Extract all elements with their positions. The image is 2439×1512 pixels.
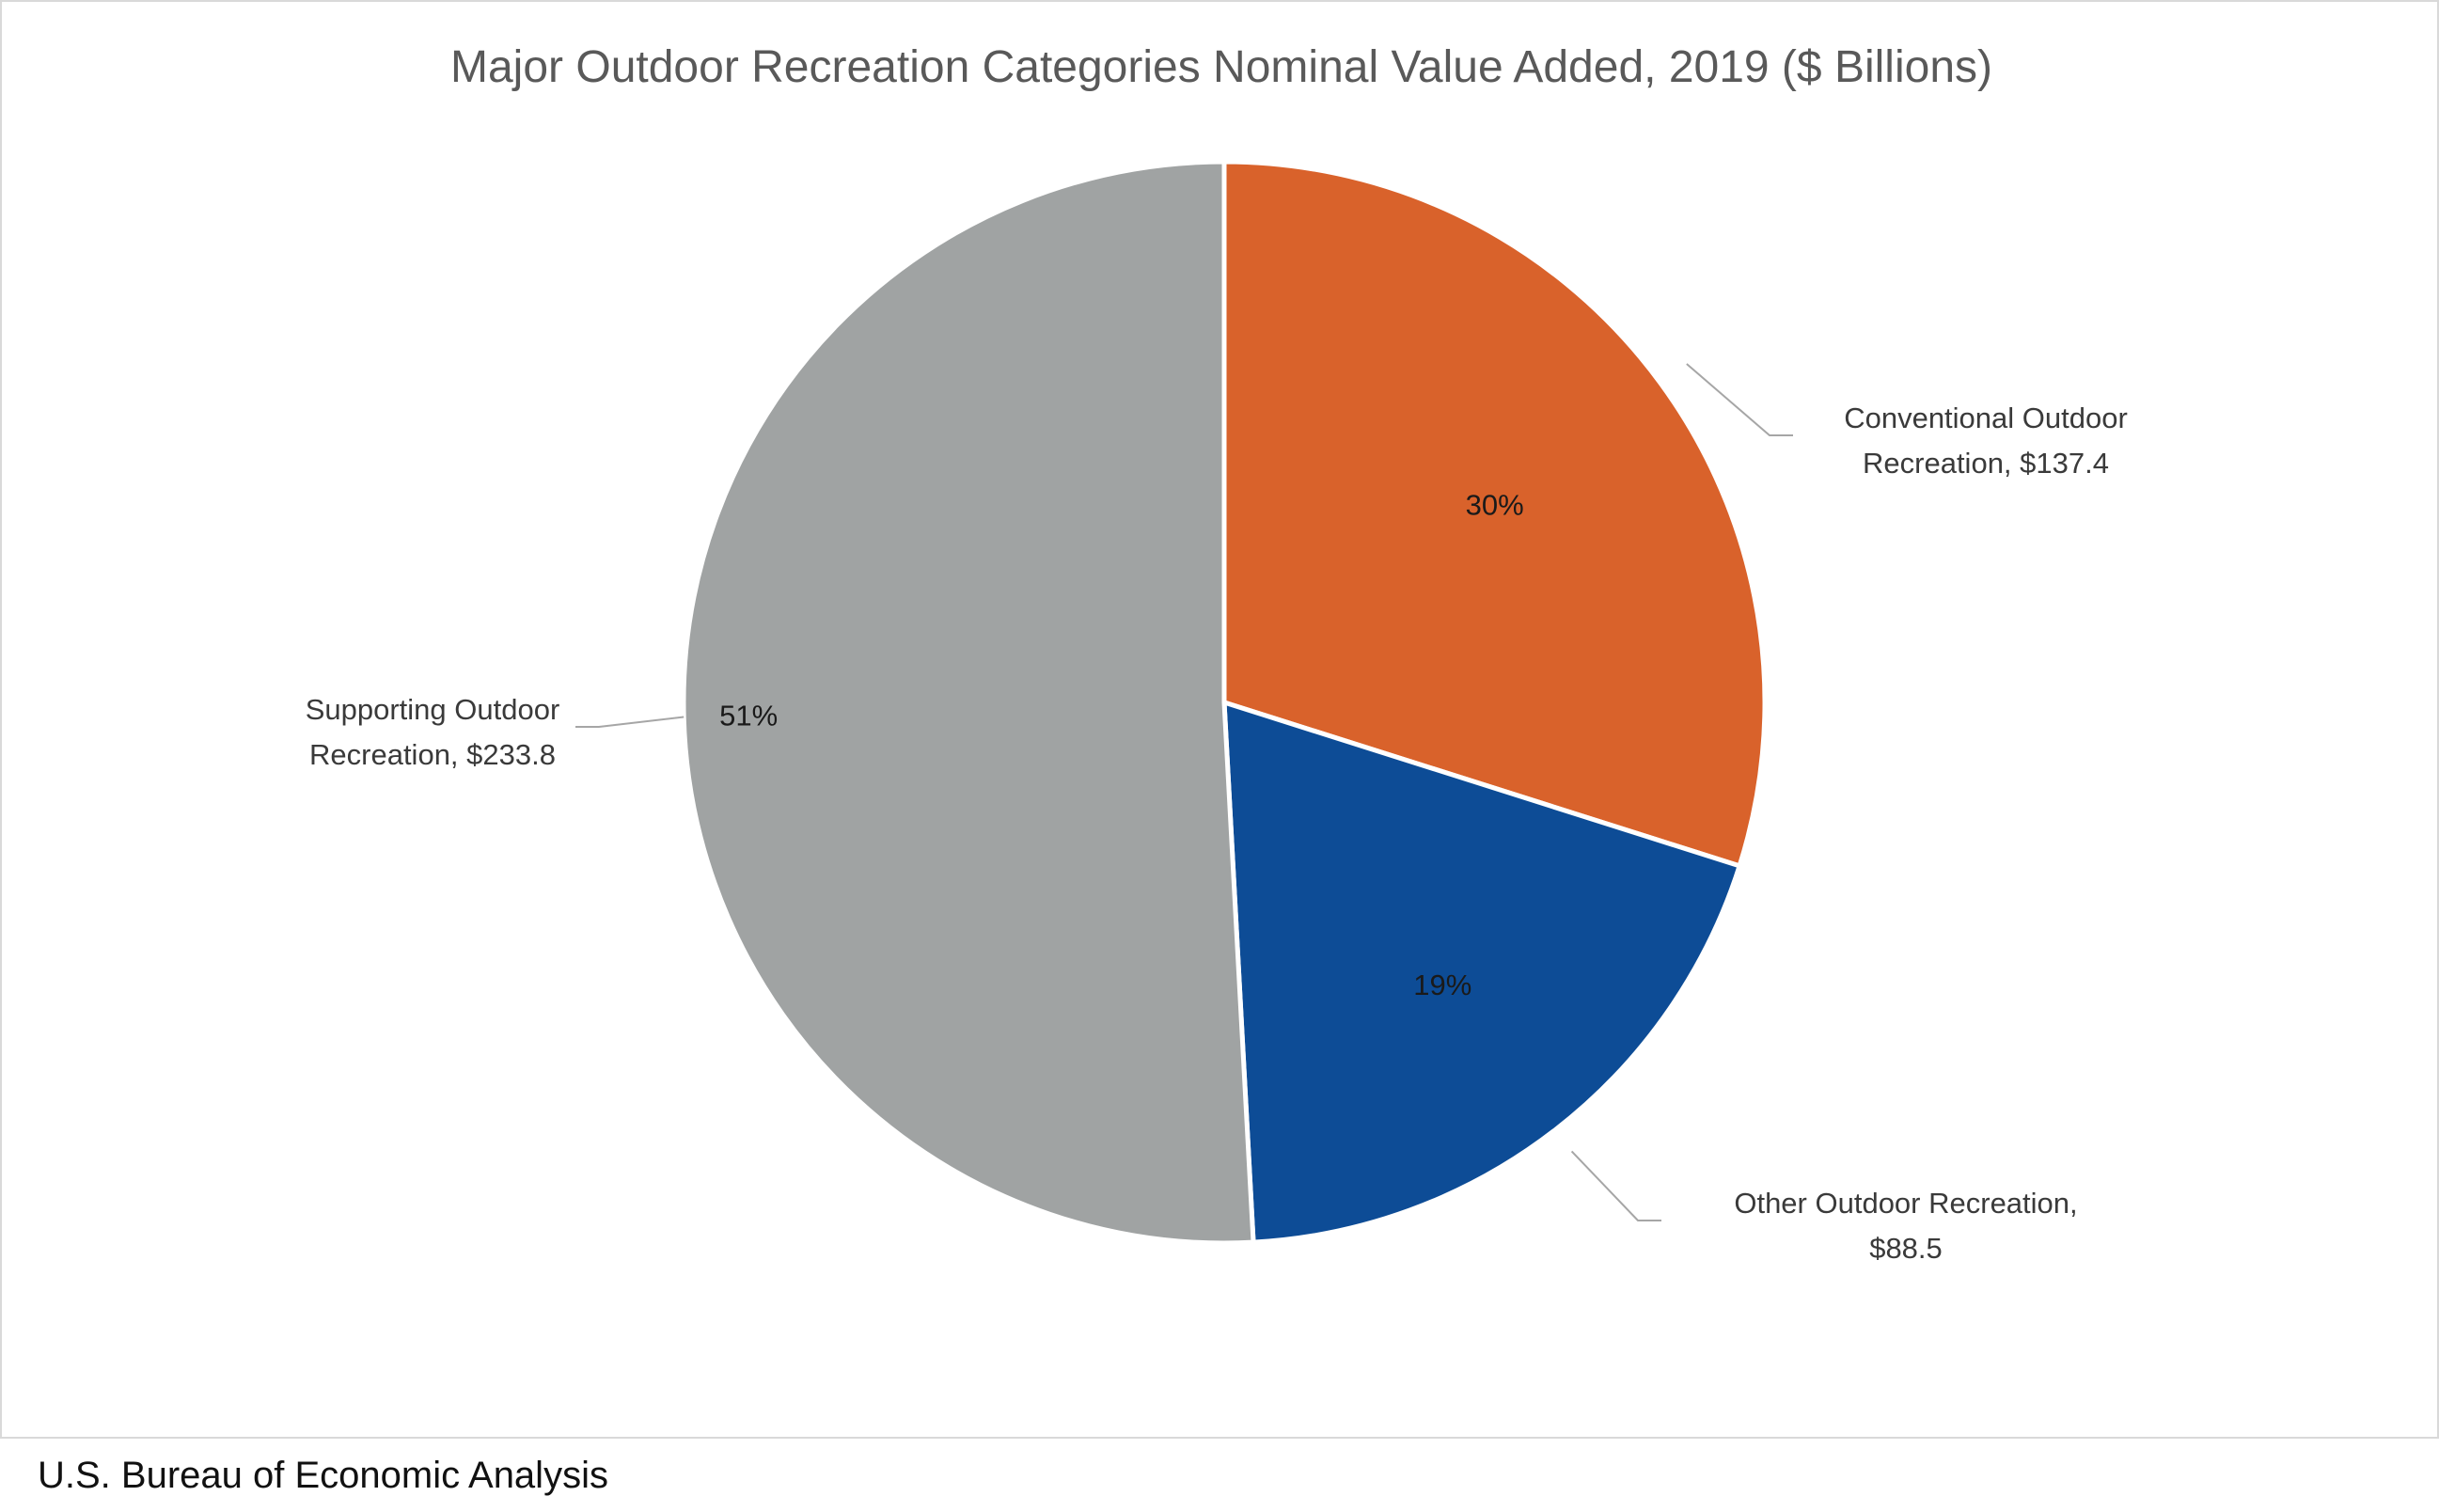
category-label-line: Conventional Outdoor: [1844, 402, 2128, 434]
percent-label-other-outdoor-recreation: 19%: [1413, 969, 1471, 1001]
pie-chart: Major Outdoor Recreation Categories Nomi…: [306, 42, 2128, 1265]
category-labels: Conventional Outdoor Recreation, $137.4 Ot…: [306, 402, 2128, 1265]
chart-title: Major Outdoor Recreation Categories Nomi…: [450, 42, 1992, 92]
category-label-line: Other Outdoor Recreation,: [1734, 1187, 2077, 1220]
pie-slice-other-outdoor-recreation: [1221, 700, 1742, 1245]
category-label-supporting-outdoor-recreation: Supporting Outdoor Recreation, $233.8: [306, 693, 560, 771]
leader-line-supporting-outdoor-recreation: [575, 716, 684, 728]
category-label-line: Recreation, $137.4: [1863, 447, 2109, 480]
category-label-line: Supporting Outdoor: [306, 693, 560, 726]
percent-labels: 30% 19% 51%: [719, 488, 1524, 1001]
pie-slice-conventional-outdoor-recreation: [1221, 159, 1768, 869]
category-label-line: Recreation, $233.8: [309, 738, 556, 771]
source-note: U.S. Bureau of Economic Analysis: [38, 1455, 608, 1496]
leader-line-conventional-outdoor-recreation: [1686, 363, 1793, 436]
percent-label-supporting-outdoor-recreation: 51%: [719, 700, 778, 732]
pie-slices: [681, 159, 1768, 1246]
percent-label-conventional-outdoor-recreation: 30%: [1466, 488, 1524, 521]
category-label-line: $88.5: [1869, 1232, 1943, 1265]
leader-lines: [575, 363, 1793, 1221]
category-label-conventional-outdoor-recreation: Conventional Outdoor Recreation, $137.4: [1844, 402, 2128, 480]
category-label-other-outdoor-recreation: Other Outdoor Recreation, $88.5: [1734, 1187, 2077, 1265]
leader-line-other-outdoor-recreation: [1570, 1150, 1661, 1221]
chart-frame: Major Outdoor Recreation Categories Nomi…: [0, 0, 2439, 1439]
